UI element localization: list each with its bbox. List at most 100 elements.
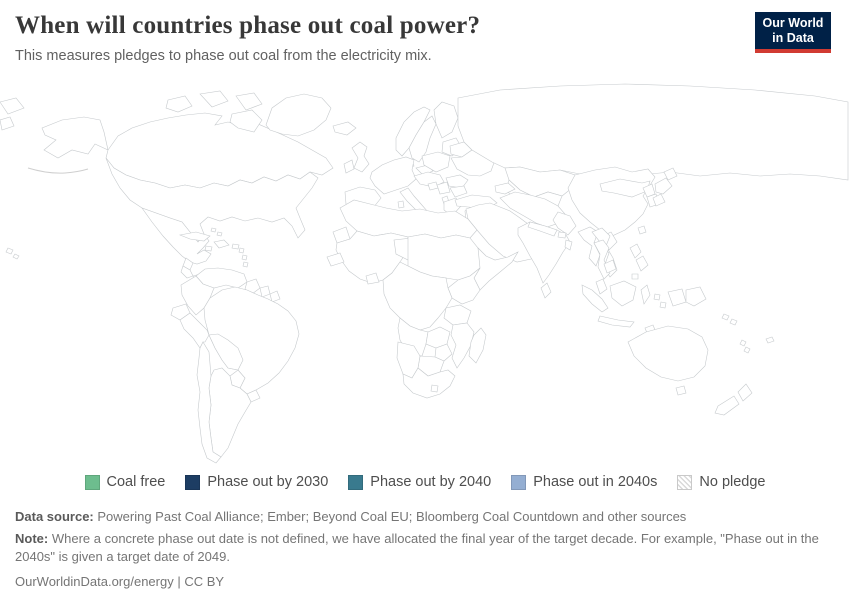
country-canada-island[interactable] xyxy=(235,92,263,111)
country-french-guiana[interactable] xyxy=(269,290,281,303)
legend-label-by2030: Phase out by 2030 xyxy=(207,474,329,490)
country-lesotho[interactable] xyxy=(430,384,439,393)
legend-item-in2040s[interactable]: Phase out in 2040s xyxy=(511,474,657,490)
country-puerto-rico[interactable] xyxy=(231,243,240,250)
country-united-kingdom[interactable] xyxy=(351,141,370,173)
country-russia[interactable] xyxy=(457,83,849,181)
country-drc[interactable] xyxy=(382,261,453,331)
country-cuba[interactable] xyxy=(178,231,211,242)
country-myanmar[interactable] xyxy=(577,226,601,267)
country-japan[interactable] xyxy=(654,177,673,195)
owid-logo-line2: in Data xyxy=(772,30,814,45)
country-madagascar[interactable] xyxy=(468,327,487,364)
country-vanuatu[interactable] xyxy=(739,339,751,354)
owid-logo[interactable]: Our World in Data xyxy=(755,12,831,53)
country-russia-fragment[interactable] xyxy=(0,97,25,115)
country-finland[interactable] xyxy=(433,101,459,139)
country-antilles[interactable] xyxy=(238,247,249,268)
legend-item-no_pledge[interactable]: No pledge xyxy=(677,474,765,490)
country-caucasus[interactable] xyxy=(494,182,516,195)
legend-item-by2040[interactable]: Phase out by 2040 xyxy=(348,474,491,490)
country-japan[interactable] xyxy=(652,193,666,207)
country-south-africa[interactable] xyxy=(402,367,456,399)
country-bhutan[interactable] xyxy=(557,231,567,239)
country-indonesia-java[interactable] xyxy=(597,315,635,328)
country-poland[interactable] xyxy=(421,151,451,173)
country-taiwan[interactable] xyxy=(637,225,647,235)
aleutian-islands xyxy=(27,167,89,174)
country-zimbabwe[interactable] xyxy=(434,343,453,362)
page-subtitle: This measures pledges to phase out coal … xyxy=(15,48,432,64)
country-jamaica[interactable] xyxy=(204,245,213,252)
country-canada-island[interactable] xyxy=(165,95,193,113)
country-ireland[interactable] xyxy=(343,159,355,174)
country-serbia[interactable] xyxy=(436,181,451,195)
country-iceland[interactable] xyxy=(332,121,357,136)
country-pakistan[interactable] xyxy=(552,211,577,236)
legend-label-by2040: Phase out by 2040 xyxy=(370,474,492,490)
legend-swatch-by2030 xyxy=(185,474,201,490)
data-source-line: Data source: Powering Past Coal Alliance… xyxy=(15,508,837,526)
country-greenland[interactable] xyxy=(265,93,332,137)
note-text: Where a concrete phase out date is not d… xyxy=(15,531,819,565)
country-suriname[interactable] xyxy=(259,285,271,298)
country-senegal[interactable] xyxy=(326,252,345,267)
country-france-germany[interactable] xyxy=(369,156,417,195)
country-borneo[interactable] xyxy=(609,280,637,307)
country-north-korea[interactable] xyxy=(642,183,656,198)
country-australia[interactable] xyxy=(627,325,709,382)
country-papua-new-guinea[interactable] xyxy=(685,286,707,307)
legend-label-in2040s: Phase out in 2040s xyxy=(533,474,658,490)
country-canada-island[interactable] xyxy=(199,90,229,108)
country-bahamas[interactable] xyxy=(210,227,223,237)
country-russia-fragment[interactable] xyxy=(0,116,15,131)
country-hawaii[interactable] xyxy=(5,247,20,260)
country-tanzania[interactable] xyxy=(443,304,472,326)
note-line: Note: Where a concrete phase out date is… xyxy=(15,530,837,566)
country-mexico[interactable] xyxy=(141,207,212,265)
country-sri-lanka[interactable] xyxy=(540,282,552,299)
country-cambodia[interactable] xyxy=(603,259,617,274)
chart-footer: Data source: Powering Past Coal Alliance… xyxy=(15,508,837,591)
country-japan[interactable] xyxy=(663,167,678,181)
country-sweden[interactable] xyxy=(408,115,437,163)
country-sulawesi[interactable] xyxy=(640,284,651,305)
country-solomon-islands[interactable] xyxy=(721,313,738,326)
country-west-papua[interactable] xyxy=(667,288,687,307)
country-indonesia-sumatra[interactable] xyxy=(581,284,609,313)
country-fiji[interactable] xyxy=(765,336,775,344)
country-ghana[interactable] xyxy=(365,272,380,285)
license-link[interactable]: OurWorldinData.org/energy | CC BY xyxy=(15,573,225,589)
country-nepal[interactable] xyxy=(527,221,558,237)
country-romania[interactable] xyxy=(445,174,469,189)
country-china[interactable] xyxy=(567,166,656,237)
country-bolivia[interactable] xyxy=(208,333,244,371)
owid-logo-line1: Our World xyxy=(762,16,824,31)
country-new-zealand-south[interactable] xyxy=(714,395,740,416)
country-canada-island[interactable] xyxy=(229,109,263,133)
country-hispaniola[interactable] xyxy=(213,239,230,249)
page-title: When will countries phase out coal power… xyxy=(15,12,481,39)
country-sardinia[interactable] xyxy=(397,200,405,209)
country-costa-rica[interactable] xyxy=(180,265,194,279)
legend-swatch-coal_free xyxy=(84,474,100,490)
country-bulgaria[interactable] xyxy=(449,185,468,198)
country-guyana[interactable] xyxy=(244,278,261,295)
data-source-text: Powering Past Coal Alliance; Ember; Beyo… xyxy=(97,509,687,524)
legend-label-no_pledge: No pledge xyxy=(699,474,766,490)
country-philippines[interactable] xyxy=(629,243,649,280)
country-peru[interactable] xyxy=(179,312,210,349)
country-alaska[interactable] xyxy=(41,116,109,159)
country-malaysia[interactable] xyxy=(595,278,608,295)
legend-item-by2030[interactable]: Phase out by 2030 xyxy=(185,474,328,490)
country-bangladesh[interactable] xyxy=(564,239,573,251)
note-label: Note: xyxy=(15,531,49,547)
country-moluccas[interactable] xyxy=(653,293,667,309)
legend-swatch-in2040s xyxy=(511,474,527,490)
legend-label-coal_free: Coal free xyxy=(106,474,166,490)
country-chile[interactable] xyxy=(196,341,222,464)
country-new-zealand-north[interactable] xyxy=(737,383,753,402)
country-tasmania[interactable] xyxy=(675,385,687,396)
legend-item-coal_free[interactable]: Coal free xyxy=(84,474,166,490)
